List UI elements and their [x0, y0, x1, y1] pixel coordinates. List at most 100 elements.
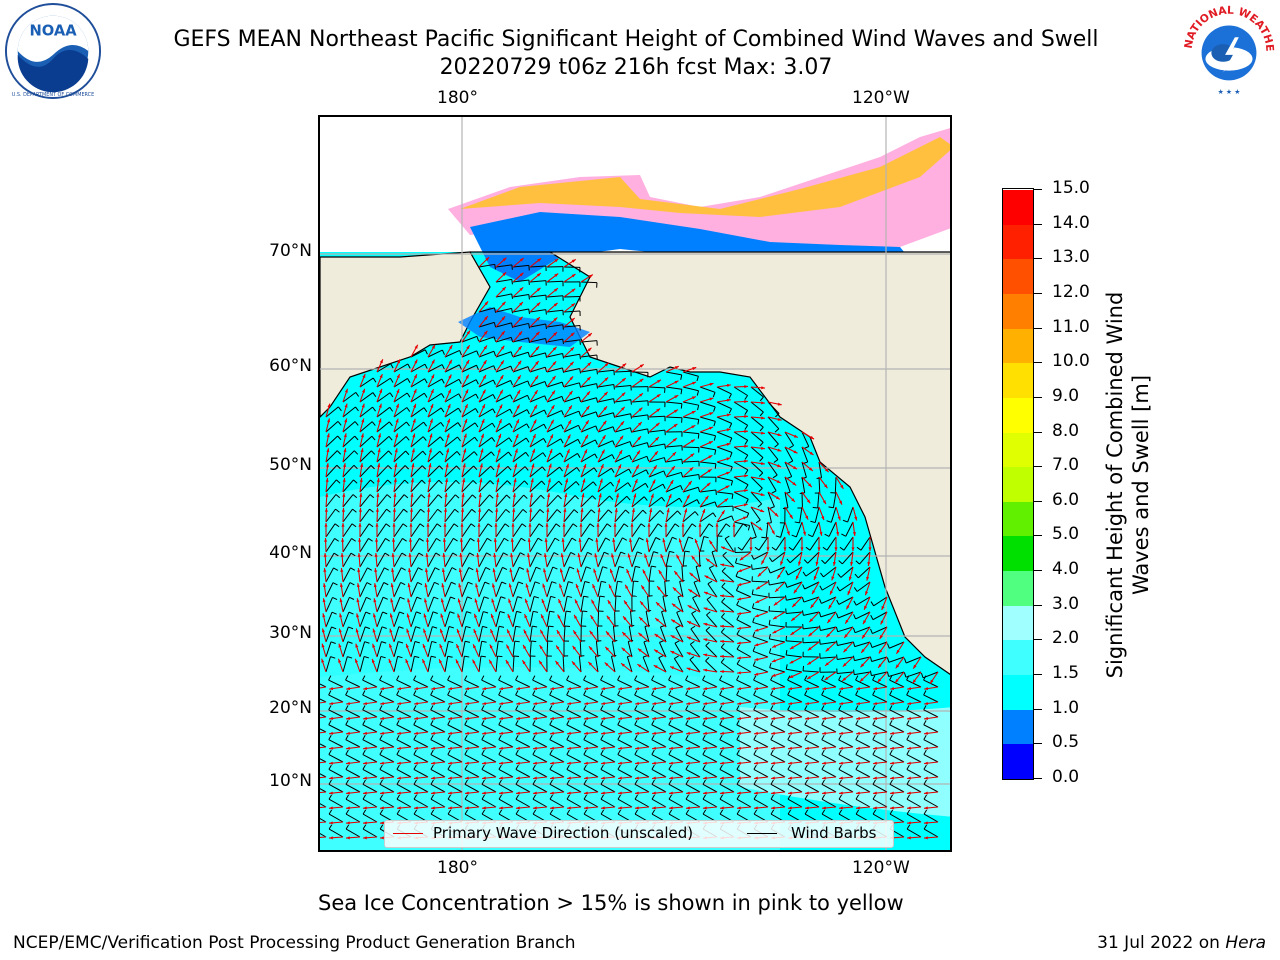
wind-barb — [498, 739, 514, 748]
wind-barb-flag — [661, 609, 667, 613]
wave-arrow-head — [514, 463, 518, 468]
wave-arrow-head — [878, 649, 883, 654]
wind-barb — [410, 436, 424, 448]
wind-barb — [804, 739, 820, 748]
wind-barb-flag — [787, 720, 791, 725]
wave-arrow-head — [576, 568, 580, 573]
wind-barb-flag — [724, 535, 730, 540]
wind-barb-flag — [651, 794, 656, 800]
wave-arrow-head — [499, 806, 503, 810]
wave-arrow-head — [498, 419, 502, 424]
wave-arrow-head — [585, 405, 590, 410]
wind-barb — [594, 656, 599, 673]
wind-barb-flag — [753, 705, 757, 711]
wind-barb-flag — [423, 407, 428, 413]
wave-arrow-head — [377, 463, 381, 468]
wind-barb — [753, 694, 769, 703]
wind-barb — [736, 663, 752, 673]
wind-barb — [444, 582, 452, 598]
wind-barb-flag — [870, 614, 874, 620]
wind-barb-flag — [770, 690, 774, 696]
wind-barb-flag — [785, 570, 789, 576]
wave-arrow-head — [824, 676, 829, 681]
wind-barb — [393, 596, 401, 613]
wind-barb — [461, 436, 475, 448]
wind-barb — [410, 407, 425, 418]
wave-arrow-head — [565, 478, 569, 483]
wave-arrow-head — [688, 589, 693, 593]
wind-barb — [478, 408, 493, 418]
wave-arrow-head — [477, 523, 481, 527]
wave-arrow-head — [611, 553, 615, 558]
wind-barb — [597, 581, 602, 598]
wind-barb — [682, 401, 699, 406]
wind-barb — [751, 580, 769, 583]
wind-barb-flag — [384, 552, 390, 557]
wave-arrow-head — [669, 761, 673, 765]
wind-barb-flag — [328, 794, 333, 800]
wind-barb — [495, 336, 512, 343]
wind-barb-flag — [464, 655, 470, 658]
wind-barb-flag — [600, 720, 604, 725]
wave-arrow-head — [448, 716, 452, 720]
wind-barb-flag — [367, 567, 373, 571]
wave-arrow-head — [760, 461, 765, 466]
wave-arrow-head — [548, 463, 552, 468]
wind-barb-flag — [436, 537, 441, 542]
wave-arrow-head — [589, 630, 594, 635]
wind-barb-flag — [464, 735, 468, 740]
wave-arrow-head — [890, 746, 894, 750]
wind-barb — [396, 709, 412, 718]
colorbar-tick-mark — [1034, 258, 1042, 260]
wind-barb-flag — [550, 595, 556, 599]
wind-barb — [733, 416, 748, 426]
wind-barb-flag — [744, 469, 749, 475]
wave-arrow-head — [618, 464, 622, 469]
wind-barb-flag — [452, 552, 458, 556]
wind-barb-flag — [801, 610, 804, 616]
wind-barb — [495, 656, 499, 673]
wind-barb-flag — [402, 537, 407, 542]
wind-barb — [753, 783, 769, 793]
wind-barb — [736, 768, 752, 778]
wind-barb — [821, 679, 837, 688]
wave-arrow-head — [638, 421, 642, 426]
wind-barb — [600, 694, 616, 703]
wind-barb-flag — [768, 633, 771, 640]
wind-barb-flag — [413, 794, 418, 800]
wind-barb — [512, 366, 529, 373]
wind-barb-flag — [560, 424, 564, 430]
wind-barb — [736, 783, 752, 793]
wind-barb — [673, 658, 684, 673]
wave-arrow-head — [507, 629, 511, 634]
wind-barb-flag — [617, 705, 621, 711]
wind-barb — [802, 641, 820, 644]
wave-arrow-head — [895, 664, 900, 669]
wind-barb — [923, 783, 939, 793]
wind-barb-flag — [507, 466, 512, 471]
wind-barb — [464, 798, 480, 808]
wind-barb-flag — [386, 508, 391, 513]
wave-arrow-head — [447, 404, 451, 409]
wind-barb — [702, 724, 718, 733]
wave-arrow-head — [482, 701, 487, 706]
wind-barb — [617, 694, 633, 703]
wave-arrow-head — [617, 478, 620, 483]
wind-barb — [668, 768, 684, 778]
wind-barb-flag — [595, 425, 599, 431]
wind-barb — [512, 656, 515, 673]
wave-arrow-head — [587, 362, 592, 366]
wind-barb — [532, 739, 548, 748]
wind-barb-flag — [333, 567, 339, 571]
wind-barb-flag — [441, 364, 445, 370]
wind-barb — [768, 610, 786, 613]
wind-barb — [563, 295, 581, 298]
wind-barb-flag — [336, 464, 341, 470]
wind-barb-flag — [751, 536, 757, 540]
wave-arrow-head — [379, 388, 383, 393]
wind-barb — [478, 611, 484, 628]
wind-barb-flag — [769, 506, 775, 509]
wind-barb — [769, 652, 786, 658]
wind-barb-flag — [544, 381, 548, 387]
wave-arrow-head — [924, 746, 928, 750]
